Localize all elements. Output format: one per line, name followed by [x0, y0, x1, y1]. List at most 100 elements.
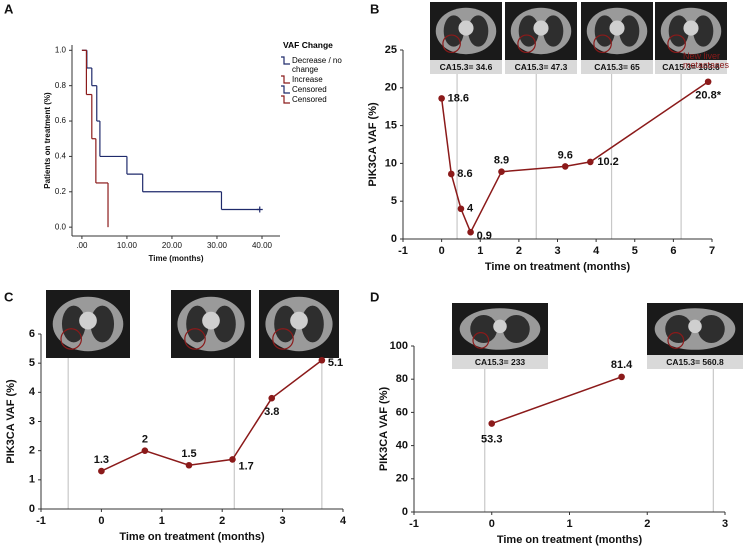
y-tick-label: 0	[29, 503, 35, 515]
image-label: CA15.3= 560.8	[666, 357, 724, 367]
legend-label: Decrease / no change	[292, 56, 342, 74]
ct-heart	[533, 20, 549, 36]
value-label: 1.5	[181, 448, 196, 460]
y-tick-label: 5	[29, 357, 35, 369]
point	[141, 447, 149, 454]
x-tick-label: 3	[722, 518, 728, 530]
point	[618, 373, 625, 381]
ct-lung	[301, 305, 324, 343]
value-label: 1.7	[238, 460, 253, 472]
value-label: 3.8	[264, 406, 279, 418]
point	[229, 456, 236, 463]
ct-heart	[290, 311, 308, 330]
ct-heart	[79, 311, 97, 330]
ct-lung	[543, 15, 564, 47]
value-label: 20.8*	[695, 90, 721, 102]
lesion-circle	[667, 332, 685, 349]
x-tick-label: 3	[554, 245, 560, 257]
image-label: CA15.3= 233	[475, 357, 526, 367]
lesion-circle	[442, 34, 461, 54]
lesion-circle	[272, 328, 294, 350]
legend-label: Increase	[292, 75, 323, 84]
x-tick-label: 2	[219, 515, 225, 527]
value-label: 9.6	[558, 149, 573, 161]
point	[498, 168, 505, 176]
ct-heart	[688, 319, 702, 334]
lesion-circle	[593, 34, 612, 54]
y-tick-label: 0	[402, 506, 408, 518]
line	[491, 376, 622, 425]
image-label-box	[452, 355, 548, 369]
ct-lung	[90, 305, 115, 343]
x-tick-label: 5	[632, 245, 638, 257]
ct-lung	[693, 15, 714, 47]
value-label: 8.9	[494, 155, 509, 167]
x-axis-label: Time on treatment (months)	[485, 261, 631, 273]
point	[98, 467, 105, 475]
x-tick-label: 2	[516, 245, 522, 257]
ct-lung	[468, 15, 489, 47]
value-label: 53.3	[481, 433, 502, 445]
y-tick-label: 1.0	[55, 45, 67, 54]
ct-heart	[493, 319, 507, 334]
y-tick-label: 0.0	[55, 222, 67, 231]
point	[587, 158, 594, 166]
ct-heart	[609, 20, 625, 36]
point	[438, 95, 445, 102]
image-label: CA15.3= 47.3	[515, 62, 568, 72]
ct-heart	[458, 20, 474, 36]
x-tick-label: 0	[98, 515, 104, 527]
x-tick-label: 4	[340, 515, 347, 527]
panel-letter: C	[4, 289, 14, 304]
y-tick-label: 20	[396, 473, 408, 485]
image-label: CA15.3= 65	[594, 62, 640, 72]
y-tick-label: 2	[29, 445, 35, 457]
legend-swatch	[281, 85, 290, 94]
ct-lung	[213, 305, 236, 343]
lesion-circle	[472, 332, 490, 349]
point	[467, 228, 474, 236]
ct-lung	[697, 314, 725, 344]
x-tick-label: 0	[489, 518, 495, 530]
lesion-circle	[667, 34, 686, 54]
panel-letter: D	[370, 289, 379, 304]
x-tick-label: 20.00	[162, 241, 183, 250]
x-tick-label: 10.00	[117, 241, 138, 250]
y-axis-label: PIK3CA VAF (%)	[5, 379, 17, 464]
lesion-circle	[184, 328, 206, 350]
y-tick-label: 5	[391, 195, 397, 207]
x-tick-label: 1	[566, 518, 572, 530]
annotation: New liver metastases	[683, 51, 730, 70]
x-tick-label: 4	[593, 245, 600, 257]
point	[185, 461, 193, 469]
y-tick-label: 0	[391, 233, 397, 245]
point	[704, 78, 712, 86]
y-axis-label: PIK3CA VAF (%)	[378, 386, 390, 471]
y-tick-label: 25	[385, 44, 397, 56]
y-tick-label: 80	[396, 373, 408, 385]
y-tick-label: 1	[29, 474, 35, 486]
x-tick-label: 0	[439, 245, 445, 257]
lesion-circle	[60, 328, 82, 350]
x-axis-label: Time on treatment (months)	[119, 531, 265, 543]
lesion-circle	[517, 34, 536, 54]
panel-letter: A	[4, 1, 14, 16]
x-tick-label: 6	[670, 245, 676, 257]
image-label: CA15.3= 103.6	[662, 62, 720, 72]
image-label-box	[505, 60, 577, 74]
y-tick-label: 3	[29, 415, 35, 427]
y-tick-label: 4	[29, 386, 36, 398]
x-tick-label: -1	[36, 515, 46, 527]
x-tick-label: 3	[280, 515, 286, 527]
legend-swatch	[281, 56, 290, 65]
legend-label: Censored	[292, 95, 327, 104]
value-label: 10.2	[597, 156, 618, 168]
ct-lung	[619, 15, 640, 47]
x-tick-label: 30.00	[207, 241, 228, 250]
y-tick-label: 40	[396, 440, 408, 452]
image-label-box	[430, 60, 502, 74]
y-tick-label: 6	[29, 328, 35, 340]
point	[268, 394, 276, 402]
